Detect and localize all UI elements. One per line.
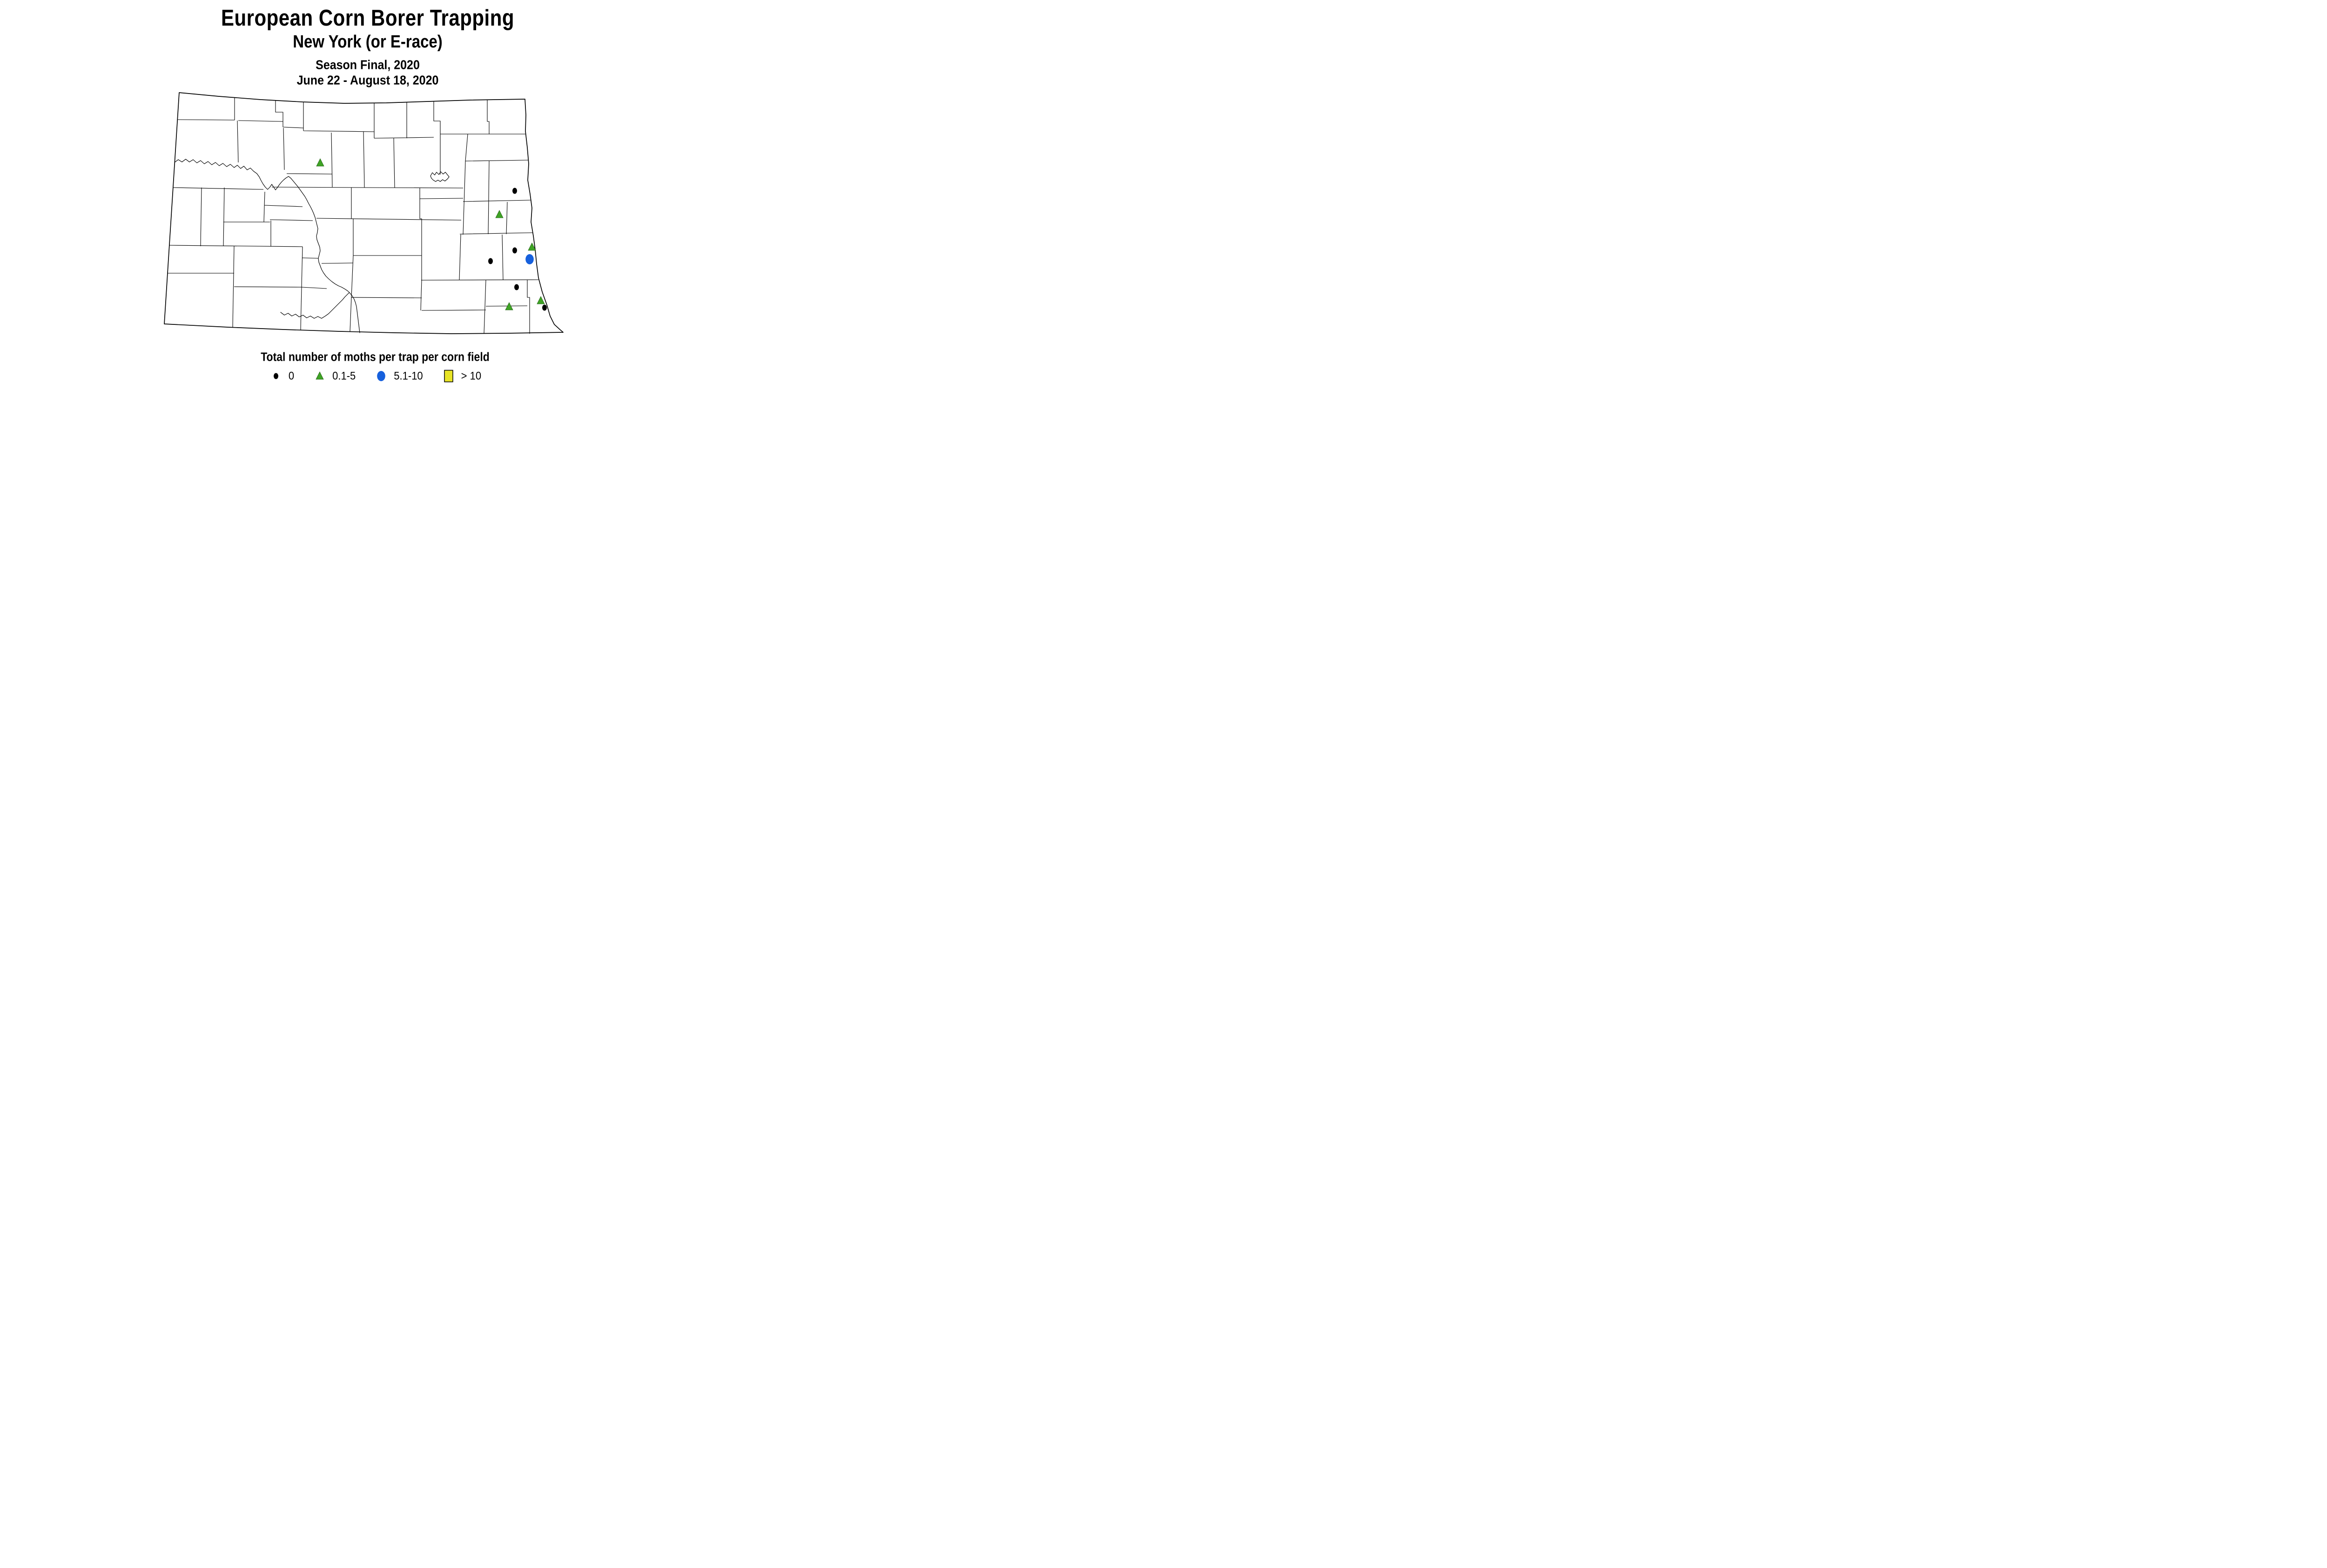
map-container bbox=[163, 92, 572, 343]
trap-site-marker-triangle bbox=[537, 296, 545, 304]
legend-item: 0.1-5 bbox=[313, 369, 356, 383]
season-label: Season Final, 2020 bbox=[316, 58, 420, 73]
legend-items-row: 0 0.1-5 5.1-10 > 10 bbox=[7, 369, 743, 383]
date-range-label: June 22 - August 18, 2020 bbox=[296, 73, 439, 88]
page-title: European Corn Borer Trapping bbox=[221, 5, 515, 31]
figure-root: European Corn Borer Trapping New York (o… bbox=[0, 0, 751, 392]
trap-site-marker-dot bbox=[512, 188, 517, 194]
trap-site-marker-circle bbox=[525, 254, 534, 264]
legend-item: 5.1-10 bbox=[374, 369, 423, 383]
legend-symbol-dot-icon bbox=[273, 373, 278, 379]
legend-item-label: 0 bbox=[288, 369, 295, 383]
legend: Total number of moths per trap per corn … bbox=[7, 350, 743, 383]
legend-symbol-triangle-icon bbox=[316, 371, 324, 380]
county-boundaries bbox=[168, 98, 539, 334]
legend-item-label: 5.1-10 bbox=[394, 369, 423, 383]
legend-item-label: > 10 bbox=[461, 369, 482, 383]
trap-site-marker-triangle bbox=[505, 302, 513, 310]
trap-site-marker-dot bbox=[514, 284, 519, 290]
legend-title: Total number of moths per trap per corn … bbox=[261, 350, 490, 364]
trap-site-marker-dot bbox=[512, 247, 517, 254]
legend-symbol-circle-icon bbox=[377, 371, 386, 381]
trap-site-markers bbox=[316, 158, 547, 311]
legend-item-label: 0.1-5 bbox=[332, 369, 356, 383]
trap-site-marker-dot bbox=[542, 304, 547, 311]
trap-site-marker-triangle bbox=[495, 210, 504, 218]
trap-site-marker-dot bbox=[488, 258, 493, 264]
trap-site-marker-triangle bbox=[528, 242, 536, 251]
legend-item: > 10 bbox=[442, 369, 481, 383]
trap-site-marker-triangle bbox=[316, 158, 324, 167]
legend-item: 0 bbox=[269, 369, 294, 383]
state-outline bbox=[164, 92, 564, 334]
page-subtitle: New York (or E-race) bbox=[293, 31, 443, 51]
legend-symbol-square-icon bbox=[444, 370, 453, 383]
river-lines bbox=[174, 159, 450, 333]
nd-county-map bbox=[164, 92, 564, 334]
